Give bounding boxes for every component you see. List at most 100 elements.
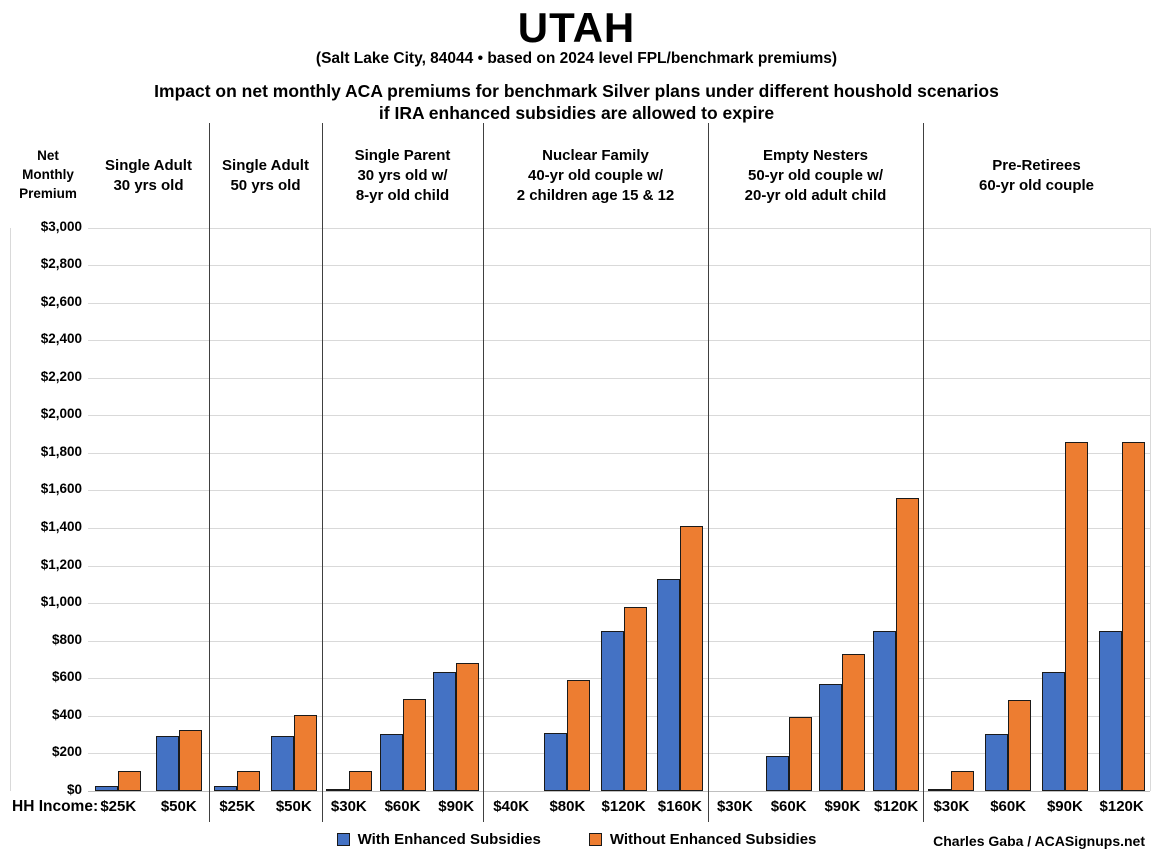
bar-with-enhanced-subsidies [985, 733, 1009, 791]
gridline [88, 265, 1150, 267]
x-category-label: $25K [219, 798, 256, 815]
credit-text: Charles Gaba / ACASignups.net [933, 833, 1145, 849]
gridline [88, 565, 1150, 567]
group-header: Single Parent 30 yrs old w/8-yr old child [322, 136, 483, 216]
y-axis-title: Net Monthly Premium [8, 146, 88, 203]
gridline [88, 452, 1150, 454]
bar-without-enhanced-subsidies [118, 771, 142, 791]
y-tick-label: $1,200 [40, 556, 82, 572]
y-tick-label: $2,000 [40, 406, 82, 422]
x-axis-label: HH Income: [12, 798, 99, 815]
x-category-label: $80K [549, 798, 586, 815]
y-tick-label: $400 [51, 706, 82, 722]
group-divider [923, 123, 924, 822]
bar-with-enhanced-subsidies [928, 789, 952, 792]
y-tick-label: $2,400 [40, 331, 82, 347]
gridline [88, 302, 1150, 304]
bar-without-enhanced-subsidies [896, 497, 920, 791]
y-tick-label: $200 [51, 744, 82, 760]
group-header-line: 60-yr old couple [978, 177, 1095, 194]
bar-without-enhanced-subsidies [402, 698, 426, 791]
bar-without-enhanced-subsidies [1064, 441, 1088, 791]
group-header: Pre-Retirees 60-yr old couple [923, 136, 1150, 216]
y-tick-label: $1,000 [40, 594, 82, 610]
group-divider [708, 123, 709, 822]
bar-with-enhanced-subsidies [433, 671, 457, 791]
group-header-line: Pre-Retirees [992, 157, 1081, 174]
bar-without-enhanced-subsidies [951, 771, 975, 791]
group-divider [209, 123, 210, 822]
bar-with-enhanced-subsidies [1098, 631, 1122, 791]
group-divider [483, 123, 484, 822]
bar-without-enhanced-subsidies [623, 606, 647, 791]
x-category-label: $120K [601, 798, 646, 815]
gridline [88, 528, 1150, 530]
bar-with-enhanced-subsidies [270, 735, 294, 791]
legend-label: With Enhanced Subsidies [357, 831, 541, 848]
bar-with-enhanced-subsidies [819, 683, 843, 791]
group-header-line: 8-yr old child [355, 187, 450, 204]
chart-title: UTAH [517, 4, 636, 51]
chart-subtitle: (Salt Lake City, 84044 • based on 2024 l… [315, 50, 838, 67]
plot-border [1150, 227, 1151, 791]
group-header: Nuclear Family 40-yr old couple w/2 child… [483, 136, 708, 216]
group-header: Single Adult 50 yrs old [209, 136, 322, 216]
bar-without-enhanced-subsidies [567, 680, 591, 791]
group-header-line: Nuclear Family [542, 147, 649, 164]
y-tick-label: $0 [66, 782, 82, 797]
group-header-line: Empty Nesters [762, 147, 869, 164]
chart-description-line-1: Impact on net monthly ACA premiums for b… [154, 81, 999, 101]
bar-with-enhanced-subsidies [95, 786, 119, 791]
group-header: Single Adult 30 yrs old [88, 136, 209, 216]
legend-swatch-icon [588, 833, 602, 846]
x-category-label: $30K [330, 798, 367, 815]
bar-without-enhanced-subsidies [1121, 441, 1145, 791]
y-tick-label: $2,600 [40, 293, 82, 309]
y-tick-label: $800 [51, 631, 82, 647]
x-category-label: $90K [1046, 798, 1083, 815]
group-header-line: Single Parent [354, 147, 451, 164]
bar-with-enhanced-subsidies [765, 756, 789, 791]
bar-without-enhanced-subsidies [1008, 699, 1032, 791]
group-header-line: 50-yr old couple w/ [747, 167, 884, 184]
x-category-label: $60K [770, 798, 807, 815]
plot-border [10, 227, 11, 791]
gridline [88, 603, 1150, 605]
y-axis-title-line: Monthly [22, 167, 74, 182]
gridline [88, 415, 1150, 417]
y-axis-title-line: Net [37, 148, 59, 163]
x-category-label: $30K [933, 798, 970, 815]
bar-with-enhanced-subsidies [873, 631, 897, 791]
bar-without-enhanced-subsidies [842, 653, 866, 791]
bar-without-enhanced-subsidies [293, 714, 317, 791]
y-tick-label: $1,400 [40, 519, 82, 535]
group-header: Empty Nesters 50-yr old couple w/20-yr ol… [708, 136, 923, 216]
bar-without-enhanced-subsidies [679, 526, 703, 791]
bar-with-enhanced-subsidies [379, 733, 403, 791]
group-header-line: 30 yrs old [113, 177, 184, 194]
chart-description-line-2: if IRA enhanced subsidies are allowed to… [378, 103, 775, 123]
legend-swatch-icon [336, 833, 350, 846]
y-tick-label: $3,000 [40, 218, 82, 234]
bar-with-enhanced-subsidies [1041, 671, 1065, 791]
legend: With Enhanced Subsidies Without Enhanced … [0, 831, 1153, 848]
x-category-label: $60K [384, 798, 421, 815]
group-header-line: 20-yr old adult child [744, 187, 887, 204]
chart-description: Impact on net monthly ACA premiums for b… [0, 80, 1153, 124]
gridline [88, 377, 1150, 379]
group-header-line: 40-yr old couple w/ [527, 167, 664, 184]
group-header-line: 30 yrs old w/ [357, 167, 448, 184]
group-divider [322, 123, 323, 822]
bar-with-enhanced-subsidies [155, 735, 179, 791]
bar-with-enhanced-subsidies [325, 789, 349, 792]
x-category-label: $25K [100, 798, 137, 815]
bar-without-enhanced-subsidies [178, 729, 202, 791]
x-category-label: $90K [438, 798, 475, 815]
group-header-line: 50 yrs old [230, 177, 301, 194]
group-header-line: Single Adult [222, 157, 309, 174]
bar-without-enhanced-subsidies [788, 716, 812, 791]
x-category-label: $120K [1099, 798, 1144, 815]
gridline [88, 227, 1150, 229]
gridline [88, 340, 1150, 342]
